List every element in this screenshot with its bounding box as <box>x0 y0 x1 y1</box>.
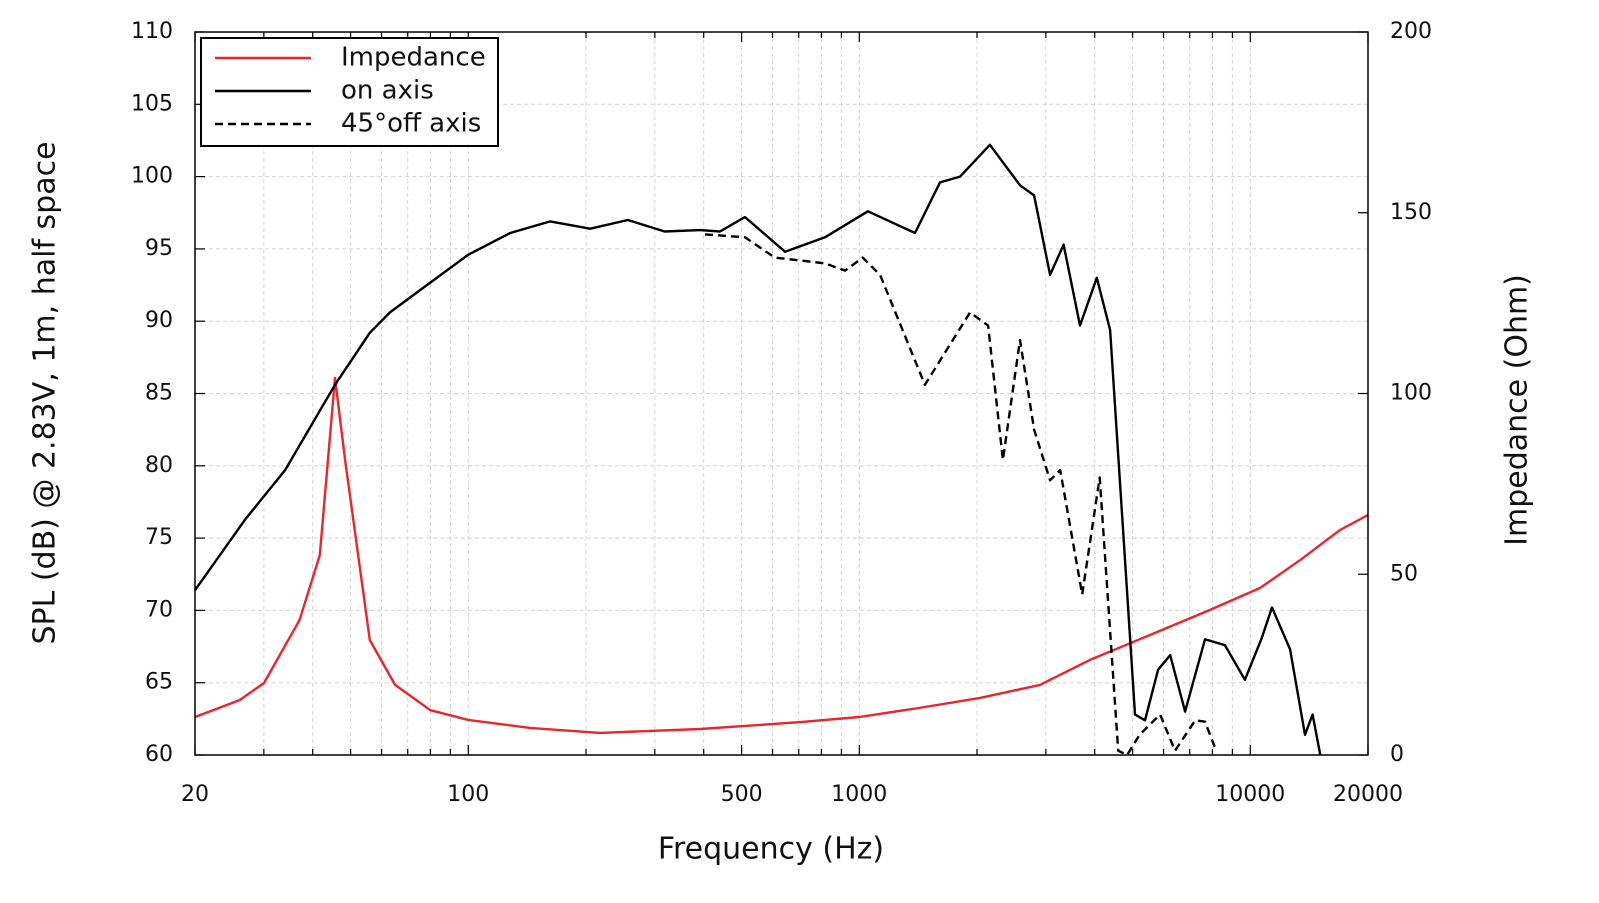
x-tick-label: 10000 <box>1215 782 1285 807</box>
y-axis-title: SPL (dB) @ 2.83V, 1m, half space <box>28 141 63 644</box>
y2-tick-label: 200 <box>1390 19 1432 44</box>
y-tick-label: 70 <box>145 597 173 622</box>
x-tick-label: 100 <box>447 782 489 807</box>
y2-tick-label: 150 <box>1390 200 1432 225</box>
y-tick-label: 60 <box>145 742 173 767</box>
plot-frame <box>194 31 1369 756</box>
y-tick-label: 105 <box>131 91 173 116</box>
y2-tick-label: 0 <box>1390 742 1404 767</box>
y2-tick-label: 100 <box>1390 381 1432 406</box>
x-tick-label: 500 <box>721 782 763 807</box>
series-line <box>194 143 1322 756</box>
series-line <box>194 376 1369 735</box>
legend-label: on axis <box>341 76 434 106</box>
y-tick-label: 110 <box>131 19 173 44</box>
x-tick-label: 20 <box>181 782 209 807</box>
y-tick-label: 95 <box>145 236 173 261</box>
x-tick-label: 1000 <box>831 782 887 807</box>
series-line <box>704 233 1217 757</box>
y-tick-label: 75 <box>145 525 173 550</box>
y2-tick-label: 50 <box>1390 561 1418 586</box>
y-tick-label: 80 <box>145 453 173 478</box>
legend-label: 45°off axis <box>341 109 481 139</box>
y-tick-label: 85 <box>145 381 173 406</box>
y-tick-label: 65 <box>145 670 173 695</box>
y-tick-label: 100 <box>131 164 173 189</box>
y-tick-label: 90 <box>145 308 173 333</box>
x-axis-title: Frequency (Hz) <box>658 832 884 867</box>
x-tick-label: 20000 <box>1333 782 1403 807</box>
y2-axis-title: Impedance (Ohm) <box>1500 274 1535 546</box>
legend-label: Impedance <box>341 43 486 73</box>
